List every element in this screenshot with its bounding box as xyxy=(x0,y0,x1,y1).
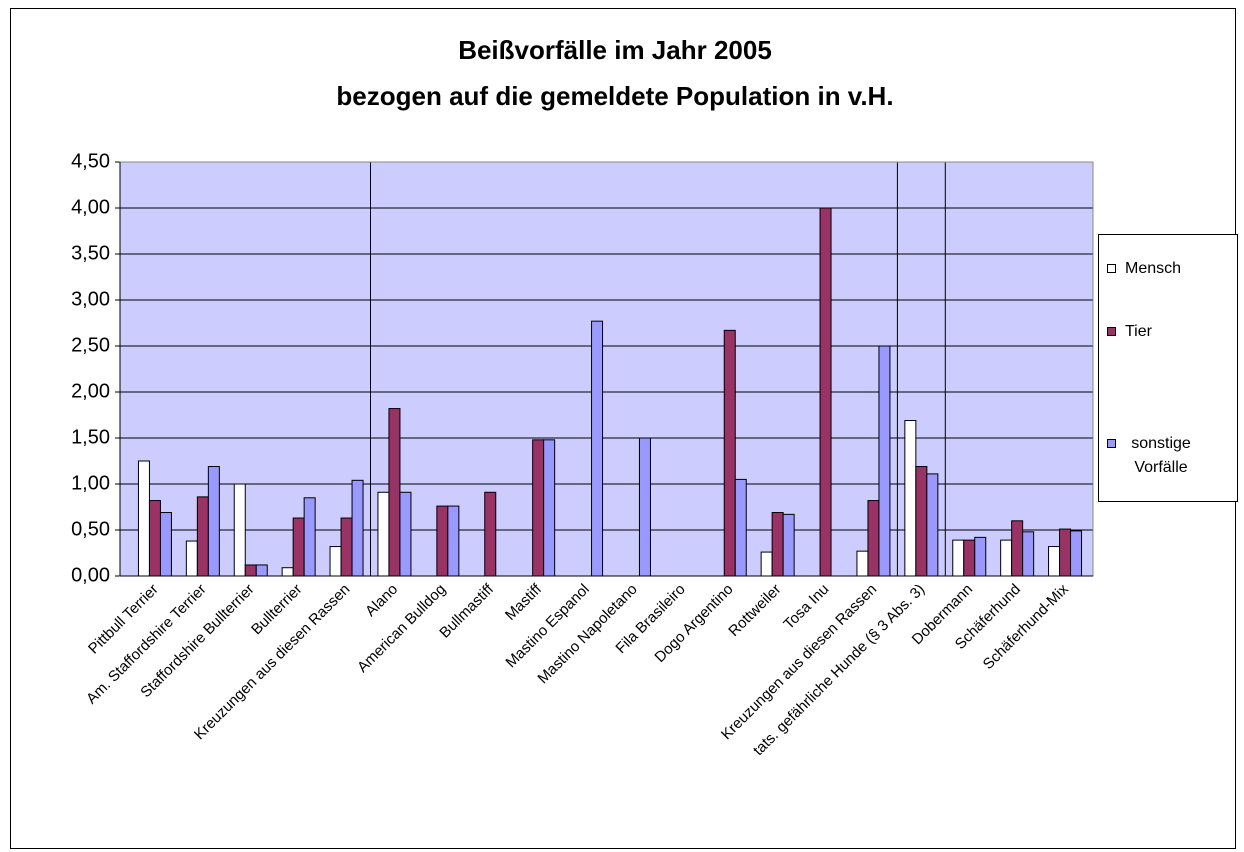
bar xyxy=(377,491,390,577)
bar xyxy=(782,513,795,577)
legend-swatch xyxy=(1107,439,1116,448)
plot-area xyxy=(120,162,1093,576)
bar xyxy=(281,567,294,577)
bar xyxy=(255,564,268,577)
bar xyxy=(185,540,198,577)
bar xyxy=(1048,546,1061,577)
bar xyxy=(915,466,928,577)
legend: Mensch Tier sonstige Vorfälle xyxy=(1098,234,1238,502)
bar xyxy=(196,496,209,577)
bar xyxy=(543,439,556,577)
bar xyxy=(867,500,880,577)
legend-item: sonstige Vorfälle xyxy=(1107,432,1231,480)
bar xyxy=(734,478,747,577)
legend-label: Tier xyxy=(1125,323,1152,340)
bar xyxy=(233,483,246,577)
legend-item: Tier xyxy=(1107,320,1231,344)
y-tick-label: 2,00 xyxy=(71,380,110,402)
bar xyxy=(137,460,150,577)
bar xyxy=(447,505,460,577)
legend-label: Mensch xyxy=(1125,260,1182,277)
bar xyxy=(1011,520,1024,577)
bar xyxy=(351,479,364,577)
y-tick-label: 2,50 xyxy=(71,334,110,356)
bar xyxy=(856,550,869,577)
bar xyxy=(484,491,497,577)
bar xyxy=(591,320,604,577)
bar xyxy=(1000,539,1013,577)
bar xyxy=(963,539,976,577)
y-tick-label: 1,50 xyxy=(71,426,110,448)
chart-title: Beißvorfälle im Jahr 2005 xyxy=(458,35,772,65)
bar xyxy=(926,473,939,577)
bar xyxy=(771,512,784,577)
legend-swatch xyxy=(1107,327,1116,336)
bar xyxy=(1059,528,1072,577)
bar xyxy=(723,329,736,577)
bar xyxy=(819,207,832,577)
bar xyxy=(638,437,651,577)
bar xyxy=(159,512,172,577)
legend-item: Mensch xyxy=(1107,257,1231,281)
bar xyxy=(1022,531,1035,577)
bar xyxy=(207,466,220,577)
y-tick-label: 4,50 xyxy=(71,150,110,172)
bar xyxy=(760,551,773,577)
bar xyxy=(148,500,161,577)
y-tick-label: 3,00 xyxy=(71,288,110,310)
bar xyxy=(244,564,257,577)
bar xyxy=(878,345,891,577)
chart-title: bezogen auf die gemeldete Population in … xyxy=(336,81,893,111)
bar xyxy=(340,517,353,577)
bar xyxy=(292,517,305,577)
y-tick-label: 0,00 xyxy=(71,564,110,586)
bar xyxy=(436,505,449,577)
bar xyxy=(388,408,401,577)
bar xyxy=(1070,530,1083,577)
legend-label: sonstige Vorfälle xyxy=(1131,435,1191,476)
bar xyxy=(952,539,965,577)
bar xyxy=(532,439,545,577)
bar xyxy=(904,420,917,577)
legend-swatch xyxy=(1107,264,1116,273)
y-tick-label: 0,50 xyxy=(71,518,110,540)
y-tick-label: 3,50 xyxy=(71,242,110,264)
bar xyxy=(399,491,412,577)
bar xyxy=(303,497,316,577)
y-tick-label: 1,00 xyxy=(71,472,110,494)
bar xyxy=(974,536,987,577)
bar xyxy=(329,546,342,577)
y-tick-label: 4,00 xyxy=(71,196,110,218)
